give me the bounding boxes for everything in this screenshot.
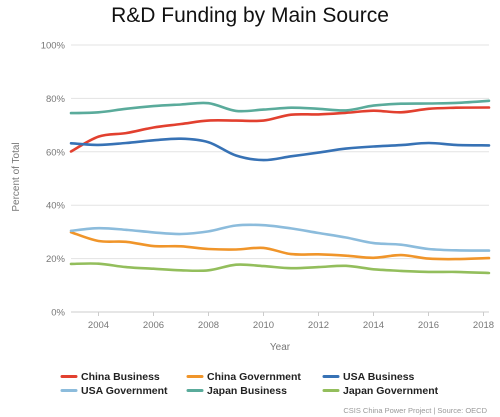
legend-item-usa-government: USA Government (60, 385, 168, 397)
legend-item-japan-government: Japan Government (322, 385, 439, 397)
series-line-usa-business (69, 137, 491, 162)
series-lines (69, 99, 491, 275)
y-tick-label: 80% (46, 94, 66, 105)
x-tick-label: 2004 (88, 320, 109, 331)
series-line-japan-business (69, 99, 491, 115)
legend-item-usa-business: USA Business (322, 371, 415, 383)
legend-item-japan-business: Japan Business (186, 385, 287, 397)
y-axis-label: Percent of Total (11, 142, 22, 211)
series-line-china-government (69, 230, 491, 261)
y-tick-label: 0% (51, 308, 65, 319)
y-tick-label: 100% (41, 41, 66, 52)
x-tick-label: 2010 (253, 320, 274, 331)
legend-item-china-business: China Business (60, 371, 160, 383)
y-tick-label: 20% (46, 254, 66, 265)
series-line-china-business (69, 106, 491, 153)
source-note: CSIS China Power Project | Source: OECD (343, 406, 487, 415)
series-line-japan-government (69, 262, 491, 275)
y-tick-label: 60% (46, 147, 66, 158)
x-axis-ticks: 2004 2006 2008 2010 2012 2014 2016 2018 (88, 312, 494, 331)
x-tick-label: 2018 (473, 320, 494, 331)
x-axis-label: Year (270, 342, 291, 353)
legend-label: China Government (207, 371, 301, 383)
x-tick-label: 2016 (418, 320, 439, 331)
legend: China Business China Government USA Busine… (60, 371, 439, 397)
x-tick-label: 2014 (363, 320, 384, 331)
legend-label: China Business (81, 371, 160, 383)
x-tick-label: 2006 (143, 320, 164, 331)
chart-title: R&D Funding by Main Source (111, 4, 389, 27)
legend-item-china-government: China Government (186, 371, 301, 383)
series-line-usa-government (69, 223, 491, 252)
legend-label: USA Government (81, 385, 168, 397)
x-tick-label: 2012 (308, 320, 329, 331)
x-tick-label: 2008 (198, 320, 219, 331)
y-axis-ticks: 0% 20% 40% 60% 80% 100% (41, 41, 66, 319)
gridlines (71, 44, 489, 313)
y-tick-label: 40% (46, 201, 66, 212)
legend-label: Japan Government (343, 385, 439, 397)
legend-label: USA Business (343, 371, 415, 383)
legend-label: Japan Business (207, 385, 287, 397)
